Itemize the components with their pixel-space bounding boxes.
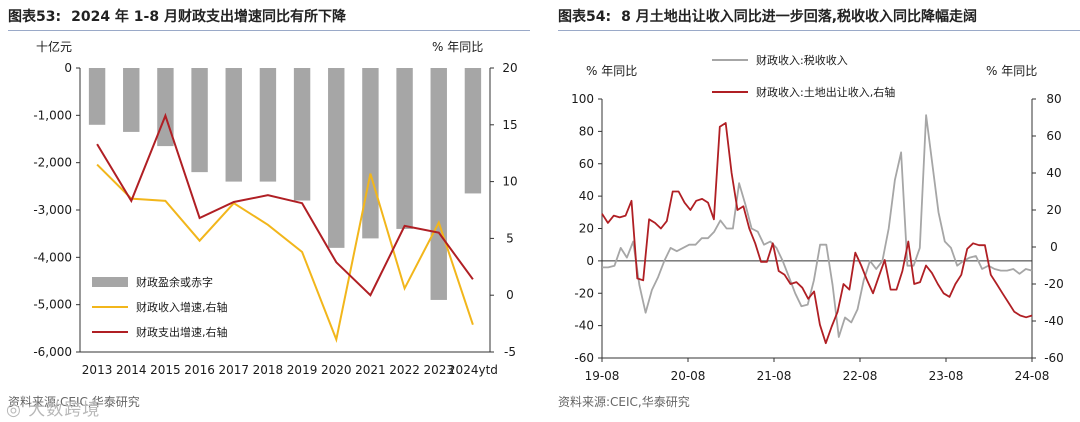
x-tick-label: 2014 bbox=[116, 363, 147, 377]
watermark-text: 大数跨境 bbox=[28, 400, 101, 420]
x-tick-label: 20-08 bbox=[671, 369, 706, 383]
deficit-bar bbox=[293, 68, 311, 201]
legend-label: 财政收入:税收收入 bbox=[756, 53, 848, 67]
left-figure: 图表53: 2024 年 1-8 月财政支出增速同比有所下降 十亿元 % 年同比 … bbox=[0, 0, 530, 422]
deficit-bar bbox=[362, 68, 379, 239]
x-tick-label: 2024ytd bbox=[448, 363, 498, 377]
x-tick-label: 2019 bbox=[287, 363, 318, 377]
x-tick-label: 2015 bbox=[150, 363, 181, 377]
y-right-tick-label: -20 bbox=[1044, 277, 1064, 291]
deficit-bar bbox=[430, 68, 447, 300]
y-right-tick-label: -40 bbox=[1044, 314, 1064, 328]
left-chart-left-unit: 十亿元 bbox=[36, 39, 72, 54]
right-chart: % 年同比 % 年同比 100 80 60 40 20 0 -20 -40 -60 80 60 40 2… bbox=[571, 53, 1064, 383]
x-tick-label: 2022 bbox=[389, 363, 420, 377]
right-chart-right-unit: % 年同比 bbox=[986, 64, 1037, 78]
y-right-tick-label: 60 bbox=[1046, 129, 1061, 143]
x-tick-label: 22-08 bbox=[843, 369, 878, 383]
y-left-tick-label: 60 bbox=[579, 157, 594, 171]
x-tick-label: 2013 bbox=[82, 363, 113, 377]
deficit-bar bbox=[464, 68, 482, 194]
watermark-logo: ◎ 大数跨境 bbox=[6, 400, 101, 420]
y-left-tick-label: -20 bbox=[574, 286, 594, 300]
y-right-tick-label: 40 bbox=[1046, 166, 1061, 180]
deficit-bar bbox=[191, 68, 208, 173]
y-right-tick-label: 20 bbox=[1046, 203, 1061, 217]
y-left-tick-label: 80 bbox=[579, 124, 594, 138]
x-tick-label: 19-08 bbox=[585, 369, 620, 383]
y-left-tick-label: -1,000 bbox=[33, 108, 72, 122]
y-right-tick-label: 0 bbox=[506, 288, 514, 302]
y-left-tick-label: 100 bbox=[571, 92, 594, 106]
legend-label: 财政支出增速,右轴 bbox=[136, 325, 228, 339]
deficit-bar bbox=[225, 68, 242, 182]
y-left-tick-label: -6,000 bbox=[33, 345, 72, 359]
right-figure: 图表54: 8 月土地出让收入同比进一步回落,税收收入同比降幅走阔 % 年同比 %… bbox=[550, 0, 1080, 422]
x-tick-label: 2021 bbox=[355, 363, 386, 377]
tax-revenue-line bbox=[602, 114, 1033, 338]
y-left-tick-label: -5,000 bbox=[33, 298, 72, 312]
y-left-tick-label: -3,000 bbox=[33, 203, 72, 217]
left-figure-label: 图表53: bbox=[8, 9, 62, 25]
x-tick-label: 21-08 bbox=[757, 369, 792, 383]
deficit-bar bbox=[259, 68, 277, 182]
x-tick-label: 2023 bbox=[423, 363, 454, 377]
deficit-bar bbox=[328, 68, 345, 248]
y-left-tick-label: -60 bbox=[574, 351, 594, 365]
y-left-tick-label: 0 bbox=[64, 61, 72, 75]
y-right-tick-label: 5 bbox=[506, 231, 514, 245]
deficit-bar bbox=[123, 68, 140, 132]
legend-swatch-deficit bbox=[92, 277, 128, 287]
deficit-bar bbox=[396, 68, 413, 229]
y-left-tick-label: -2,000 bbox=[33, 156, 72, 170]
y-left-tick-label: 40 bbox=[579, 189, 594, 203]
y-right-tick-label: 0 bbox=[1050, 240, 1058, 254]
expenditure-growth-line bbox=[96, 112, 474, 297]
y-right-tick-label: 80 bbox=[1046, 92, 1061, 106]
legend-label: 财政收入:土地出让收入,右轴 bbox=[756, 85, 895, 99]
right-title-rule bbox=[558, 30, 1080, 31]
y-right-tick-label: 10 bbox=[502, 175, 517, 189]
deficit-bar bbox=[88, 68, 106, 125]
y-right-tick-label: 15 bbox=[502, 118, 517, 132]
x-tick-label: 2018 bbox=[253, 363, 284, 377]
x-tick-label: 24-08 bbox=[1015, 369, 1050, 383]
legend-label: 财政收入增速,右轴 bbox=[136, 300, 228, 314]
right-figure-title-text: 8 月土地出让收入同比进一步回落,税收收入同比降幅走阔 bbox=[621, 9, 978, 25]
y-left-tick-label: 20 bbox=[579, 222, 594, 236]
y-left-tick-label: 0 bbox=[586, 254, 594, 268]
left-chart: 十亿元 % 年同比 0 -1,000 -2,000 -3,000 -4,000 -5,00… bbox=[33, 39, 517, 377]
right-chart-left-unit: % 年同比 bbox=[586, 64, 637, 78]
left-title-rule bbox=[8, 30, 530, 31]
left-chart-right-unit: % 年同比 bbox=[432, 40, 483, 54]
y-left-tick-label: -40 bbox=[574, 319, 594, 333]
revenue-growth-line bbox=[96, 163, 474, 344]
legend-label: 财政盈余或赤字 bbox=[136, 275, 213, 289]
y-right-tick-label: 20 bbox=[502, 61, 517, 75]
x-tick-label: 23-08 bbox=[929, 369, 964, 383]
right-source: 资料来源:CEIC,华泰研究 bbox=[558, 395, 690, 409]
x-tick-label: 2020 bbox=[321, 363, 352, 377]
right-figure-label: 图表54: bbox=[558, 9, 612, 25]
y-left-tick-label: -4,000 bbox=[33, 250, 72, 264]
left-figure-title-text: 2024 年 1-8 月财政支出增速同比有所下降 bbox=[71, 9, 346, 25]
x-tick-label: 2016 bbox=[184, 363, 215, 377]
left-source: 资料来源:CEIC,华泰研究 bbox=[8, 395, 140, 409]
land-revenue-line bbox=[601, 122, 1033, 345]
y-right-tick-label: -5 bbox=[504, 345, 516, 359]
x-tick-label: 2017 bbox=[218, 363, 249, 377]
right-figure-title: 图表54: 8 月土地出让收入同比进一步回落,税收收入同比降幅走阔 bbox=[558, 6, 977, 26]
y-right-tick-label: -60 bbox=[1044, 351, 1064, 365]
left-figure-title: 图表53: 2024 年 1-8 月财政支出增速同比有所下降 bbox=[8, 6, 346, 26]
